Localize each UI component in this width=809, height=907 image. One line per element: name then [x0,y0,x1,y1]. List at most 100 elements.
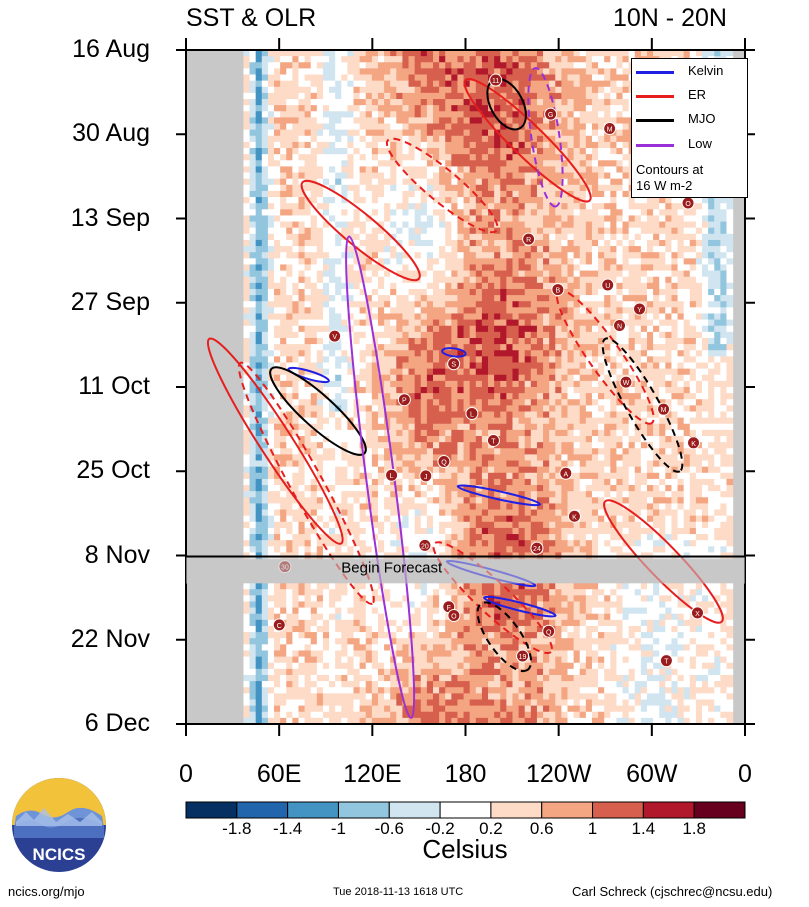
heat-cell [585,141,593,149]
heat-cell [610,105,618,112]
heat-cell [274,166,281,174]
heat-cell [408,295,416,302]
heat-cell [628,307,636,315]
heat-cell [518,331,526,339]
heat-cell [316,129,324,137]
heat-cell [420,203,428,210]
heat-cell [280,105,287,112]
heat-cell [475,148,483,155]
heat-cell [536,215,544,223]
heat-cell [506,148,514,155]
heat-cell [512,337,520,345]
heat-cell [390,129,397,137]
heat-cell [353,62,361,69]
heat-cell [304,111,312,118]
heat-cell [549,319,556,327]
heat-cell [543,209,550,217]
heat-cell [628,325,636,333]
heat-cell [457,227,465,235]
heat-cell [530,276,538,284]
heat-cell [420,313,428,321]
heat-cell [420,166,428,174]
heat-cell [292,111,300,118]
heat-cell [280,295,287,302]
heat-cell [689,209,697,217]
heat-cell [249,215,257,223]
heat-cell [353,374,361,382]
heat-cell [665,374,673,382]
heat-cell [518,319,526,327]
heat-cell [469,399,477,406]
heat-cell [555,380,562,388]
heat-cell [396,160,404,168]
heat-cell [469,215,477,223]
heat-cell [610,350,618,357]
heat-cell [426,190,434,198]
heat-cell [371,227,379,235]
heat-cell [524,141,532,149]
heat-cell [604,411,611,419]
heat-cell [243,417,251,425]
heat-cell [665,276,673,284]
heat-cell [322,344,330,351]
heat-cell [316,154,324,161]
heat-cell [371,111,379,118]
heat-cell [506,184,514,192]
heat-cell [249,166,257,174]
heat-cell [316,387,324,394]
heat-cell [261,184,269,192]
heat-cell [488,380,495,388]
heat-cell [432,190,440,198]
heat-cell [714,264,721,272]
heat-cell [451,258,459,266]
heat-cell [475,172,483,180]
heat-cell [426,270,434,278]
heat-cell [543,319,550,327]
heat-cell [359,350,367,357]
heat-cell [255,68,263,76]
heat-cell [255,295,263,302]
heat-cell [610,166,618,174]
heat-cell [451,337,459,345]
heat-cell [329,209,336,217]
heat-cell [439,209,446,217]
heat-cell [708,313,715,321]
heat-cell [377,319,385,327]
heat-cell [524,295,532,302]
heat-cell [500,417,507,425]
heat-cell [261,387,269,394]
heat-cell [646,246,654,253]
heat-cell [396,172,404,180]
heat-cell [445,423,452,431]
heat-cell [335,86,342,94]
heat-cell [298,160,306,168]
heat-cell [481,295,489,302]
heat-cell [646,325,654,333]
heat-cell [402,423,410,431]
heat-cell [292,246,300,253]
heat-cell [604,184,611,192]
heat-cell [286,239,293,247]
heat-cell [469,380,477,388]
heat-cell [689,233,697,241]
heat-cell [255,92,263,100]
heat-cell [702,423,709,431]
heat-cell [671,209,679,217]
heat-cell [353,387,361,394]
heat-cell [506,166,514,174]
heat-cell [585,313,593,321]
heat-cell [298,325,306,333]
heat-cell [445,154,452,161]
heat-cell [371,56,379,63]
heat-cell [280,307,287,315]
heat-cell [451,374,459,382]
heat-cell [316,344,324,351]
heat-cell [567,92,575,100]
heat-cell [396,270,404,278]
heat-cell [396,423,404,431]
heat-cell [371,166,379,174]
heat-cell [555,56,562,63]
heat-cell [683,374,691,382]
heat-cell [481,74,489,82]
heat-cell [359,301,367,308]
